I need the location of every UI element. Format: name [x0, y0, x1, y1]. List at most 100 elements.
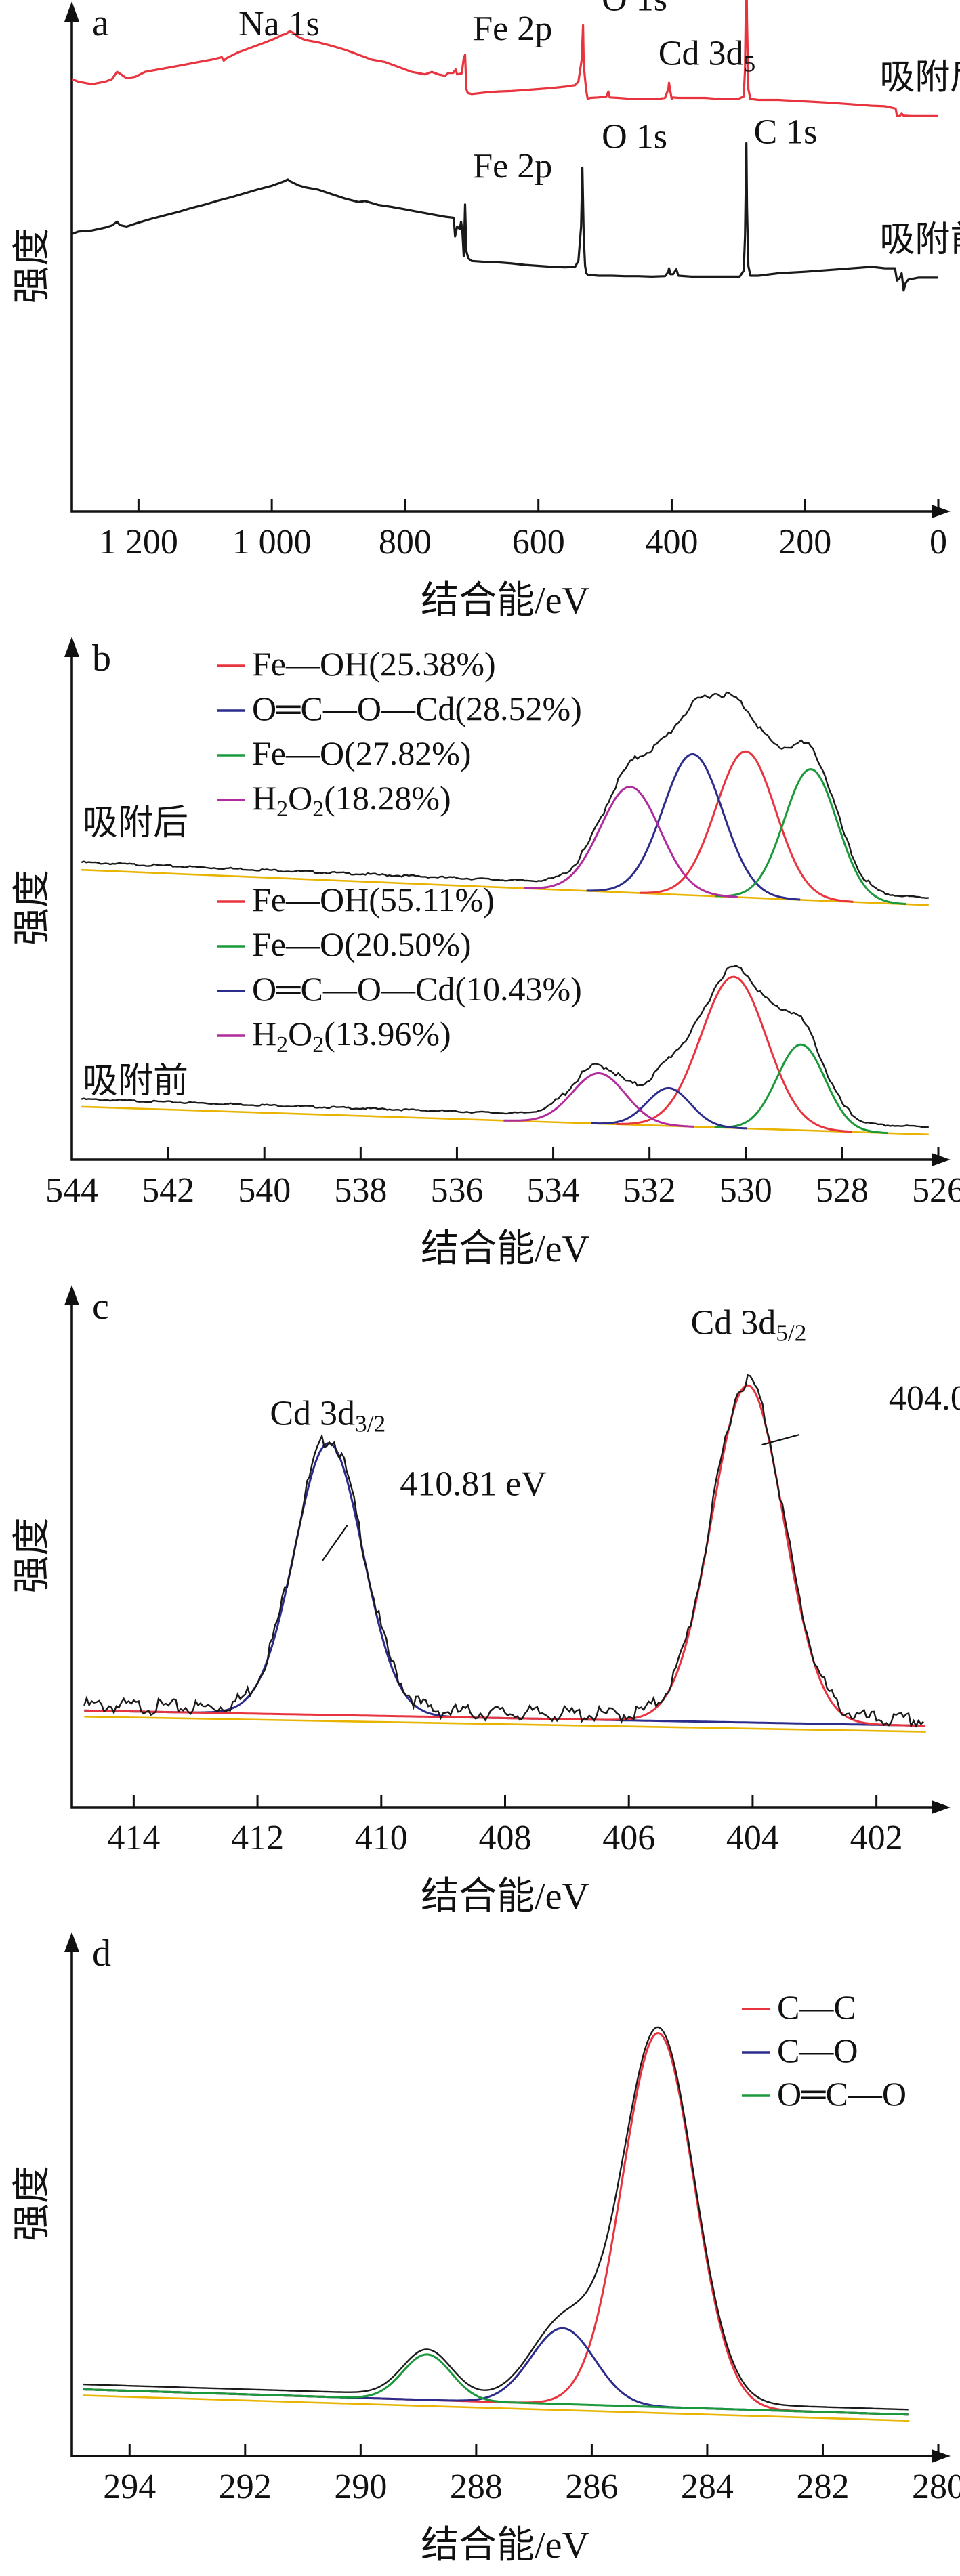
- panel-d: 294 292 290 288 286 284 282 280 结合能/eV 强度 d C—C C—O O…: [12, 1932, 960, 2567]
- x-tick-label: 532: [623, 1171, 676, 1210]
- x-tick-label: 280: [912, 2468, 960, 2506]
- legend-label: O═C—O—Cd(28.52%): [252, 690, 582, 727]
- x-tick-label: 528: [816, 1171, 869, 1210]
- legend-label: C—O: [777, 2031, 858, 2069]
- axis-frame: [70, 14, 938, 513]
- peak-annotation: Fe 2p: [473, 147, 552, 186]
- peak-annotation: Cd 3d3/2: [270, 1394, 385, 1437]
- fit-component-peak: [714, 1043, 888, 1135]
- baseline: [84, 1715, 926, 1733]
- panel-label: b: [92, 637, 111, 679]
- legend-label: O═C—O—Cd(10.43%): [252, 970, 582, 1008]
- x-tick-label: 292: [219, 2468, 272, 2506]
- x-tick-label: 402: [850, 1819, 903, 1857]
- x-tick-label: 544: [45, 1171, 98, 1210]
- baseline: [83, 2394, 910, 2422]
- legend-label: Fe—OH(25.38%): [252, 645, 496, 683]
- x-tick-label: 406: [602, 1819, 655, 1857]
- panel-a: 1 200 1 000 800 600 400 200 0 结合能/eV 强度 a Na 1s Fe …: [12, 0, 960, 622]
- axis-frame: [70, 1297, 938, 1809]
- peak-annotation: O 1s: [602, 0, 667, 19]
- fit-component-peak: [639, 750, 854, 903]
- x-axis-arrow: [932, 505, 951, 518]
- x-tick-label: 400: [645, 523, 698, 562]
- survey-spectrum-line: [71, 142, 938, 292]
- peak-annotation: C 1s: [753, 112, 817, 151]
- legend-label: C—C: [777, 1988, 856, 2026]
- x-tick-label: 288: [450, 2468, 503, 2506]
- panel-label: a: [92, 2, 109, 44]
- fit-component-peak: [715, 768, 906, 906]
- fit-component-peak: [83, 2353, 909, 2416]
- x-tick-label: 600: [512, 523, 565, 562]
- peak-annotation: 吸附前: [879, 221, 960, 259]
- peak-annotation: Cd 3d5/2: [691, 1304, 807, 1347]
- y-axis-title: 强度: [12, 228, 54, 304]
- y-axis-arrow: [64, 1, 79, 22]
- legend-label: O═C—O: [777, 2075, 906, 2113]
- annotation-leader: [761, 1434, 799, 1446]
- panel-label: d: [92, 1933, 111, 1975]
- y-axis-title: 强度: [12, 1518, 54, 1594]
- peak-annotation: Na 1s: [238, 5, 320, 43]
- peak-annotation: 410.81 eV: [400, 1464, 547, 1503]
- x-tick-label: 0: [930, 523, 947, 562]
- panel-c: 414 412 410 408 406 404 402 结合能/eV 强度 c Cd 3d3/2 41…: [12, 1285, 960, 1918]
- x-axis-title: 结合能/eV: [421, 1228, 589, 1270]
- x-tick-label: 410: [355, 1819, 408, 1857]
- y-axis-title: 强度: [12, 870, 54, 946]
- x-tick-label: 282: [796, 2468, 849, 2506]
- x-tick-label: 540: [238, 1171, 291, 1210]
- peak-annotation: Cd 3d5: [659, 34, 755, 77]
- x-tick-label: 534: [527, 1171, 580, 1210]
- y-axis-arrow: [64, 1932, 79, 1952]
- legend-label: Fe—O(20.50%): [252, 925, 472, 963]
- peak-annotation: Fe 2p: [473, 9, 552, 48]
- group-label: 吸附前: [83, 1062, 188, 1101]
- panel-b: 544 542 540 538 536 534 532 530 528 526 结合能/eV 强度 b 吸…: [12, 637, 960, 1270]
- peak-annotation: O 1s: [602, 118, 667, 156]
- x-tick-label: 294: [103, 2468, 156, 2506]
- x-axis-arrow: [932, 2449, 951, 2463]
- legend-label: H2O2(18.28%): [252, 779, 451, 822]
- x-tick-label: 1 000: [232, 523, 312, 562]
- x-tick-label: 284: [681, 2468, 734, 2506]
- x-tick-label: 286: [565, 2468, 618, 2506]
- fit-component-peak: [616, 975, 852, 1133]
- envelope-line: [81, 691, 929, 900]
- fit-component-peak: [503, 1072, 694, 1128]
- fit-component-peak: [524, 786, 738, 898]
- panel-label: c: [92, 1286, 109, 1328]
- y-axis-arrow: [64, 1285, 79, 1305]
- x-tick-label: 1 200: [99, 523, 178, 562]
- annotation-leader: [322, 1525, 348, 1561]
- x-tick-label: 542: [142, 1171, 194, 1210]
- x-tick-label: 414: [107, 1819, 160, 1857]
- x-axis-title: 结合能/eV: [421, 1876, 589, 1918]
- fit-component-peak: [591, 1086, 747, 1130]
- x-tick-label: 526: [912, 1171, 960, 1210]
- x-tick-label: 200: [778, 523, 831, 562]
- envelope-line: [83, 1374, 924, 1729]
- legend-label: Fe—O(27.82%): [252, 734, 472, 772]
- y-axis-title: 强度: [12, 2166, 54, 2241]
- x-axis-title: 结合能/eV: [421, 580, 589, 622]
- x-axis-title: 结合能/eV: [421, 2525, 589, 2567]
- axis-frame: [70, 1944, 938, 2457]
- survey-spectrum-line: [71, 0, 938, 117]
- x-axis-arrow: [932, 1800, 951, 1814]
- x-tick-label: 412: [231, 1819, 284, 1857]
- fit-component-peak: [84, 1384, 925, 1727]
- x-tick-label: 404: [726, 1819, 779, 1857]
- x-tick-label: 530: [719, 1171, 772, 1210]
- peak-annotation: 404.07 eV: [889, 1379, 960, 1418]
- x-axis-arrow: [932, 1153, 951, 1166]
- x-tick-label: 538: [334, 1171, 387, 1210]
- legend-label: H2O2(13.96%): [252, 1015, 451, 1057]
- legend-label: Fe—OH(55.11%): [252, 881, 495, 919]
- x-tick-label: 290: [334, 2468, 387, 2506]
- envelope-line: [81, 965, 929, 1128]
- x-tick-label: 536: [430, 1171, 483, 1210]
- envelope-line: [83, 2026, 909, 2411]
